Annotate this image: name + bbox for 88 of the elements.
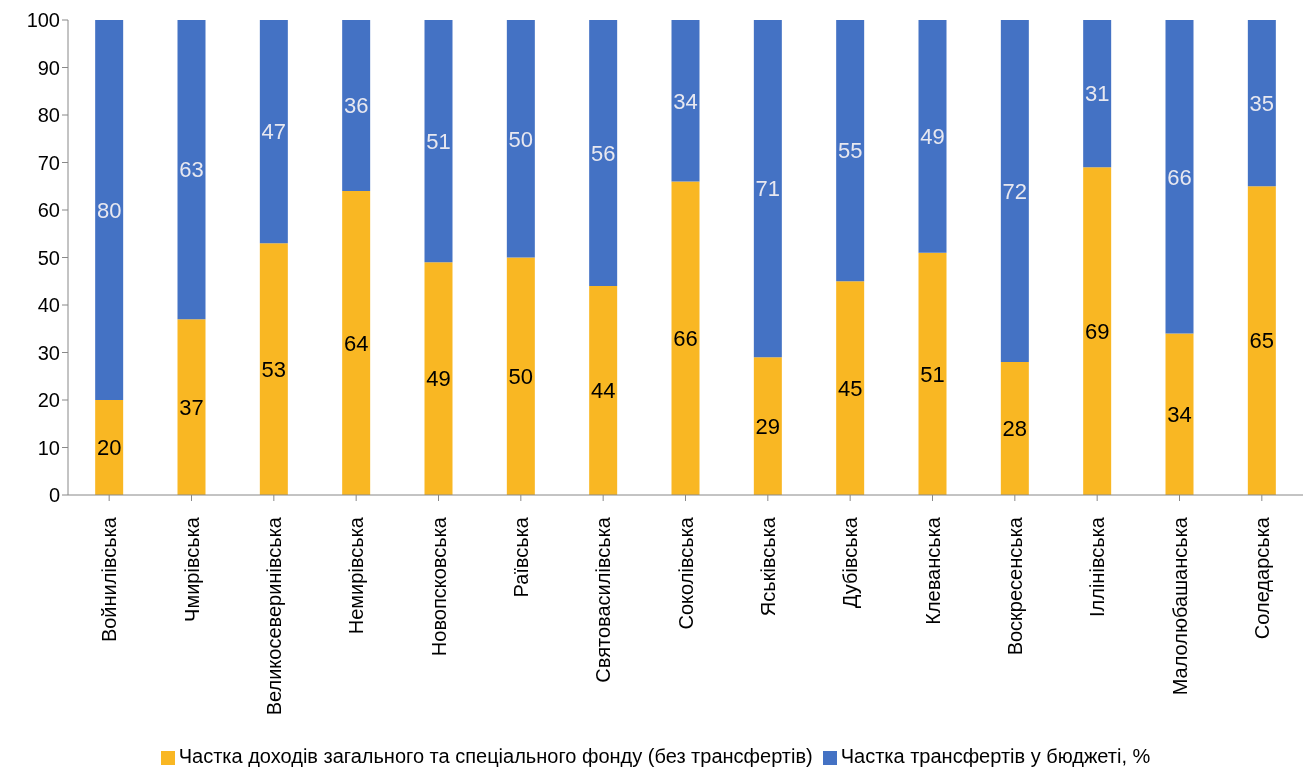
- bar: [1247, 186, 1276, 495]
- bar: [918, 20, 947, 253]
- data-label: 34: [673, 88, 698, 114]
- y-tick-label: 0: [48, 484, 60, 507]
- bar: [753, 20, 782, 358]
- data-label: 63: [179, 157, 204, 183]
- data-label: 47: [261, 119, 287, 145]
- data-label: 65: [1249, 328, 1275, 354]
- bar: [95, 400, 124, 495]
- data-label: 34: [1167, 402, 1192, 428]
- x-tick-label: Чмирівська: [180, 516, 203, 622]
- bar: [671, 181, 700, 495]
- y-tick-label: 10: [37, 436, 60, 459]
- data-label: 55: [837, 138, 863, 164]
- x-tick-label: Дубівська: [839, 516, 862, 609]
- data-label: 66: [1167, 164, 1192, 190]
- bar: [1165, 20, 1194, 334]
- bar: [589, 286, 618, 495]
- bar: [1165, 333, 1194, 495]
- data-label: 72: [1002, 178, 1028, 204]
- data-label: 44: [590, 378, 616, 404]
- x-tick-label: Новопсковська: [427, 516, 450, 657]
- y-tick-label: 30: [37, 341, 60, 364]
- x-tick-label: Войнилівська: [98, 516, 121, 643]
- y-tick-label: 80: [37, 104, 60, 127]
- y-tick-label: 70: [37, 151, 60, 174]
- bar: [753, 357, 782, 495]
- data-label: 64: [343, 330, 369, 356]
- x-tick-label: Соледарська: [1250, 516, 1273, 640]
- data-label: 71: [755, 176, 781, 202]
- bar: [836, 20, 865, 282]
- data-label: 35: [1249, 90, 1275, 116]
- data-label: 66: [673, 326, 698, 352]
- x-tick-label: Раївська: [509, 516, 532, 598]
- bar: [424, 20, 453, 263]
- bar: [177, 20, 206, 320]
- data-label: 53: [261, 356, 287, 382]
- data-label: 20: [96, 435, 122, 461]
- bar: [1083, 167, 1112, 495]
- bar: [506, 20, 535, 258]
- legend-label: Частка трансфертів у бюджеті, %: [840, 745, 1151, 767]
- bar: [424, 262, 453, 495]
- bar: [836, 281, 865, 495]
- x-tick-label: Клеванська: [921, 516, 944, 625]
- x-tick-label: Соколівська: [674, 516, 697, 630]
- data-label: 50: [508, 126, 534, 152]
- bar: [1000, 20, 1029, 362]
- data-label: 49: [426, 366, 451, 392]
- bar: [342, 20, 371, 191]
- bar: [1083, 20, 1112, 168]
- y-tick-label: 60: [37, 199, 60, 222]
- bar: [177, 319, 206, 495]
- data-label: 80: [96, 197, 122, 223]
- data-label: 29: [755, 413, 781, 439]
- y-tick-label: 50: [37, 246, 60, 269]
- data-label: 56: [590, 140, 616, 166]
- x-tick-label: Малолюбашанська: [1168, 516, 1191, 696]
- bar: [918, 252, 947, 495]
- y-tick-label: 20: [37, 389, 60, 412]
- data-label: 49: [920, 124, 945, 150]
- data-label: 69: [1084, 318, 1110, 344]
- bar: [95, 20, 124, 400]
- data-label: 51: [426, 128, 451, 154]
- bar: [259, 20, 288, 244]
- x-tick-label: Немирівська: [345, 516, 368, 635]
- data-label: 37: [179, 394, 204, 420]
- x-tick-label: Яськівська: [756, 516, 779, 617]
- bar: [671, 20, 700, 182]
- data-label: 31: [1084, 81, 1110, 107]
- y-tick-label: 100: [26, 9, 60, 32]
- data-label: 36: [343, 93, 369, 119]
- x-tick-label: Великосеверинівська: [262, 516, 285, 716]
- bar: [1247, 20, 1276, 187]
- bar: [506, 257, 535, 495]
- x-tick-label: Воскресенська: [1003, 516, 1026, 656]
- data-label: 28: [1002, 416, 1028, 442]
- bar: [342, 191, 371, 495]
- data-label: 45: [837, 375, 863, 401]
- x-tick-label: Святовасилівська: [592, 516, 615, 683]
- legend-label: Частка доходів загального та спеціального фонду (без трансфертів): [178, 745, 813, 767]
- bar: [259, 243, 288, 495]
- y-tick-label: 90: [37, 56, 60, 79]
- y-tick-label: 40: [37, 294, 60, 317]
- bar: [589, 20, 618, 286]
- bar: [1000, 362, 1029, 495]
- data-label: 51: [920, 361, 945, 387]
- x-tick-label: Іллінівська: [1086, 516, 1109, 617]
- data-label: 50: [508, 364, 534, 390]
